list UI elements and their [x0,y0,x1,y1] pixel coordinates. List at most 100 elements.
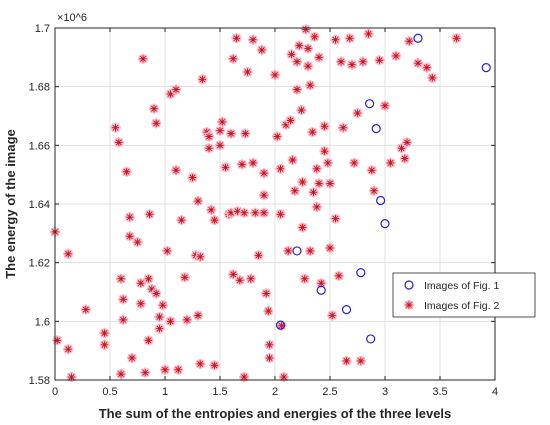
series-2-point [181,314,193,326]
x-tick-label: 2 [272,386,278,398]
series-1-point [380,219,390,229]
series-2-point [203,131,215,142]
series-1-point [365,99,375,109]
series-2-point [209,360,220,371]
series-1-point [481,62,491,73]
series-2-point [151,118,162,129]
series-2-point [157,300,168,311]
series-2-point [228,53,239,65]
series-2-point [412,57,424,69]
series-2-point [143,273,154,284]
series-2-point [324,178,336,189]
series-2-point [349,157,360,169]
series-2-point [62,248,74,260]
series-2-point [247,34,259,45]
series-2-point [192,195,204,207]
series-2-point [137,53,149,65]
series-2-point [220,162,231,173]
series-2-point [368,185,380,196]
series-2-point [132,236,143,248]
series-2-point [272,131,283,142]
y-tick-label: 1.64 [29,199,50,211]
axis-ticks: 0 0.5 1 1.5 2 2.5 3 3.5 4 1.58 1.6 1.62 1.64 1.66 1.68… [29,23,498,398]
series-2-point [214,140,226,151]
series-2-point [117,294,129,305]
series-2-point [245,273,256,284]
series-2-point [144,209,155,220]
series-2-point [427,72,438,84]
series-2-point [346,59,358,70]
series-2-point [225,128,237,139]
series-2-point [192,310,204,321]
series-2-point [154,323,165,334]
series-2-point [366,165,377,176]
y-exponent-label: ×10^6 [57,12,87,24]
series-2-point [247,157,259,169]
series-2-point [197,74,208,85]
series-2-point [261,288,272,299]
x-tick-label: 1.5 [212,386,227,398]
legend-marker-series-1 [404,280,414,290]
series-2-point [162,245,173,257]
series-2-point [231,33,242,44]
series-1-point [413,33,423,43]
series-2-point [117,314,129,326]
series-2-point [305,245,316,257]
series-2-point [240,128,251,139]
series-2-point [311,163,322,174]
series-2-point [62,344,74,355]
series-2-point [333,270,344,282]
series-2-point [285,115,296,126]
series-2-point [124,231,135,242]
series-2-point [154,311,165,323]
series-2-point [275,163,286,174]
series-2-point [258,207,270,218]
series-2-point [308,187,319,198]
series-2-point [396,143,407,154]
series-2-point [203,143,215,154]
series-2-point [239,207,250,218]
series-2-point [263,305,274,317]
x-tick-label: 2.5 [322,386,337,398]
series-2-point [126,352,138,364]
series-2-point [283,245,294,257]
series-2-point [232,206,243,217]
series-2-point [297,176,308,188]
series-2-point [291,84,303,95]
series-2-point [313,178,325,189]
series-2-point [379,100,391,111]
series-2-point [258,168,270,179]
series-2-point [344,33,355,44]
series-2-point [302,60,314,72]
series-2-point [309,31,320,43]
series-2-point [363,28,374,40]
grid-lines [55,28,495,380]
series-2-point [179,272,190,283]
series-1-point [292,246,302,256]
series-2-point [239,371,250,383]
series-2-point [236,159,248,170]
legend-label-series-1: Images of Fig. 1 [424,280,499,292]
x-axis-label: The sum of the entropies and energies of… [99,406,452,421]
series-2-point [296,104,307,116]
y-tick-label: 1.7 [35,23,50,35]
series-2-point [324,242,336,254]
series-2-point [253,250,264,261]
series-2-point [341,355,352,367]
series-2-point [195,358,206,370]
data-points [49,24,491,383]
series-2-point [399,153,410,164]
y-tick-label: 1.6 [35,316,50,328]
series-2-point [115,368,127,380]
series-2-point [250,207,261,218]
series-2-point [217,116,228,128]
series-2-point [80,304,92,315]
series-2-point [135,278,146,289]
series-2-point [151,288,162,299]
series-2-point [355,355,366,367]
series-2-point [302,43,314,54]
x-tick-label: 0 [52,386,58,398]
series-2-point [322,157,333,169]
y-tick-label: 1.62 [29,258,50,270]
series-2-point [311,201,322,213]
